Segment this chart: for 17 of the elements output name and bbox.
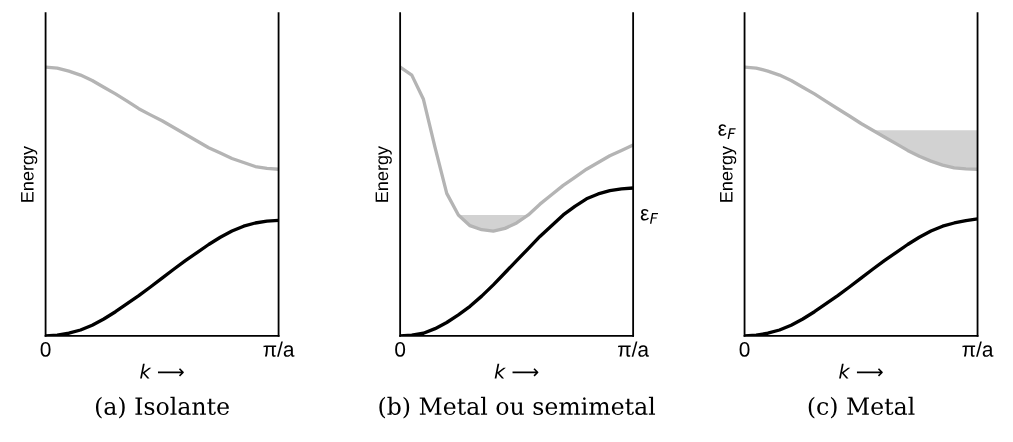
text: (c) Metal bbox=[808, 396, 915, 419]
text: ε$_{F}$ bbox=[718, 124, 736, 139]
x-tick-label: 0 bbox=[40, 342, 51, 357]
x-axis-title: k ⟶ bbox=[494, 363, 539, 379]
x-axis-title: k ⟶ bbox=[140, 363, 184, 379]
x-tick-label: π/a bbox=[263, 341, 295, 357]
text: (b) Metal ou semimetal bbox=[379, 396, 656, 419]
text: ε$_{F}$ bbox=[640, 209, 659, 224]
y-axis-title: Energy bbox=[21, 146, 38, 202]
y-axis-title: Energy bbox=[720, 146, 737, 202]
x-tick-label: 0 bbox=[739, 342, 750, 357]
y-axis-title: Energy bbox=[375, 146, 392, 202]
x-tick-label: 0 bbox=[395, 342, 406, 357]
x-tick-label: π/a bbox=[618, 341, 649, 357]
text: (a) Isolante bbox=[95, 396, 229, 419]
x-tick-label: π/a bbox=[962, 341, 994, 357]
x-axis-title: k ⟶ bbox=[839, 363, 883, 379]
